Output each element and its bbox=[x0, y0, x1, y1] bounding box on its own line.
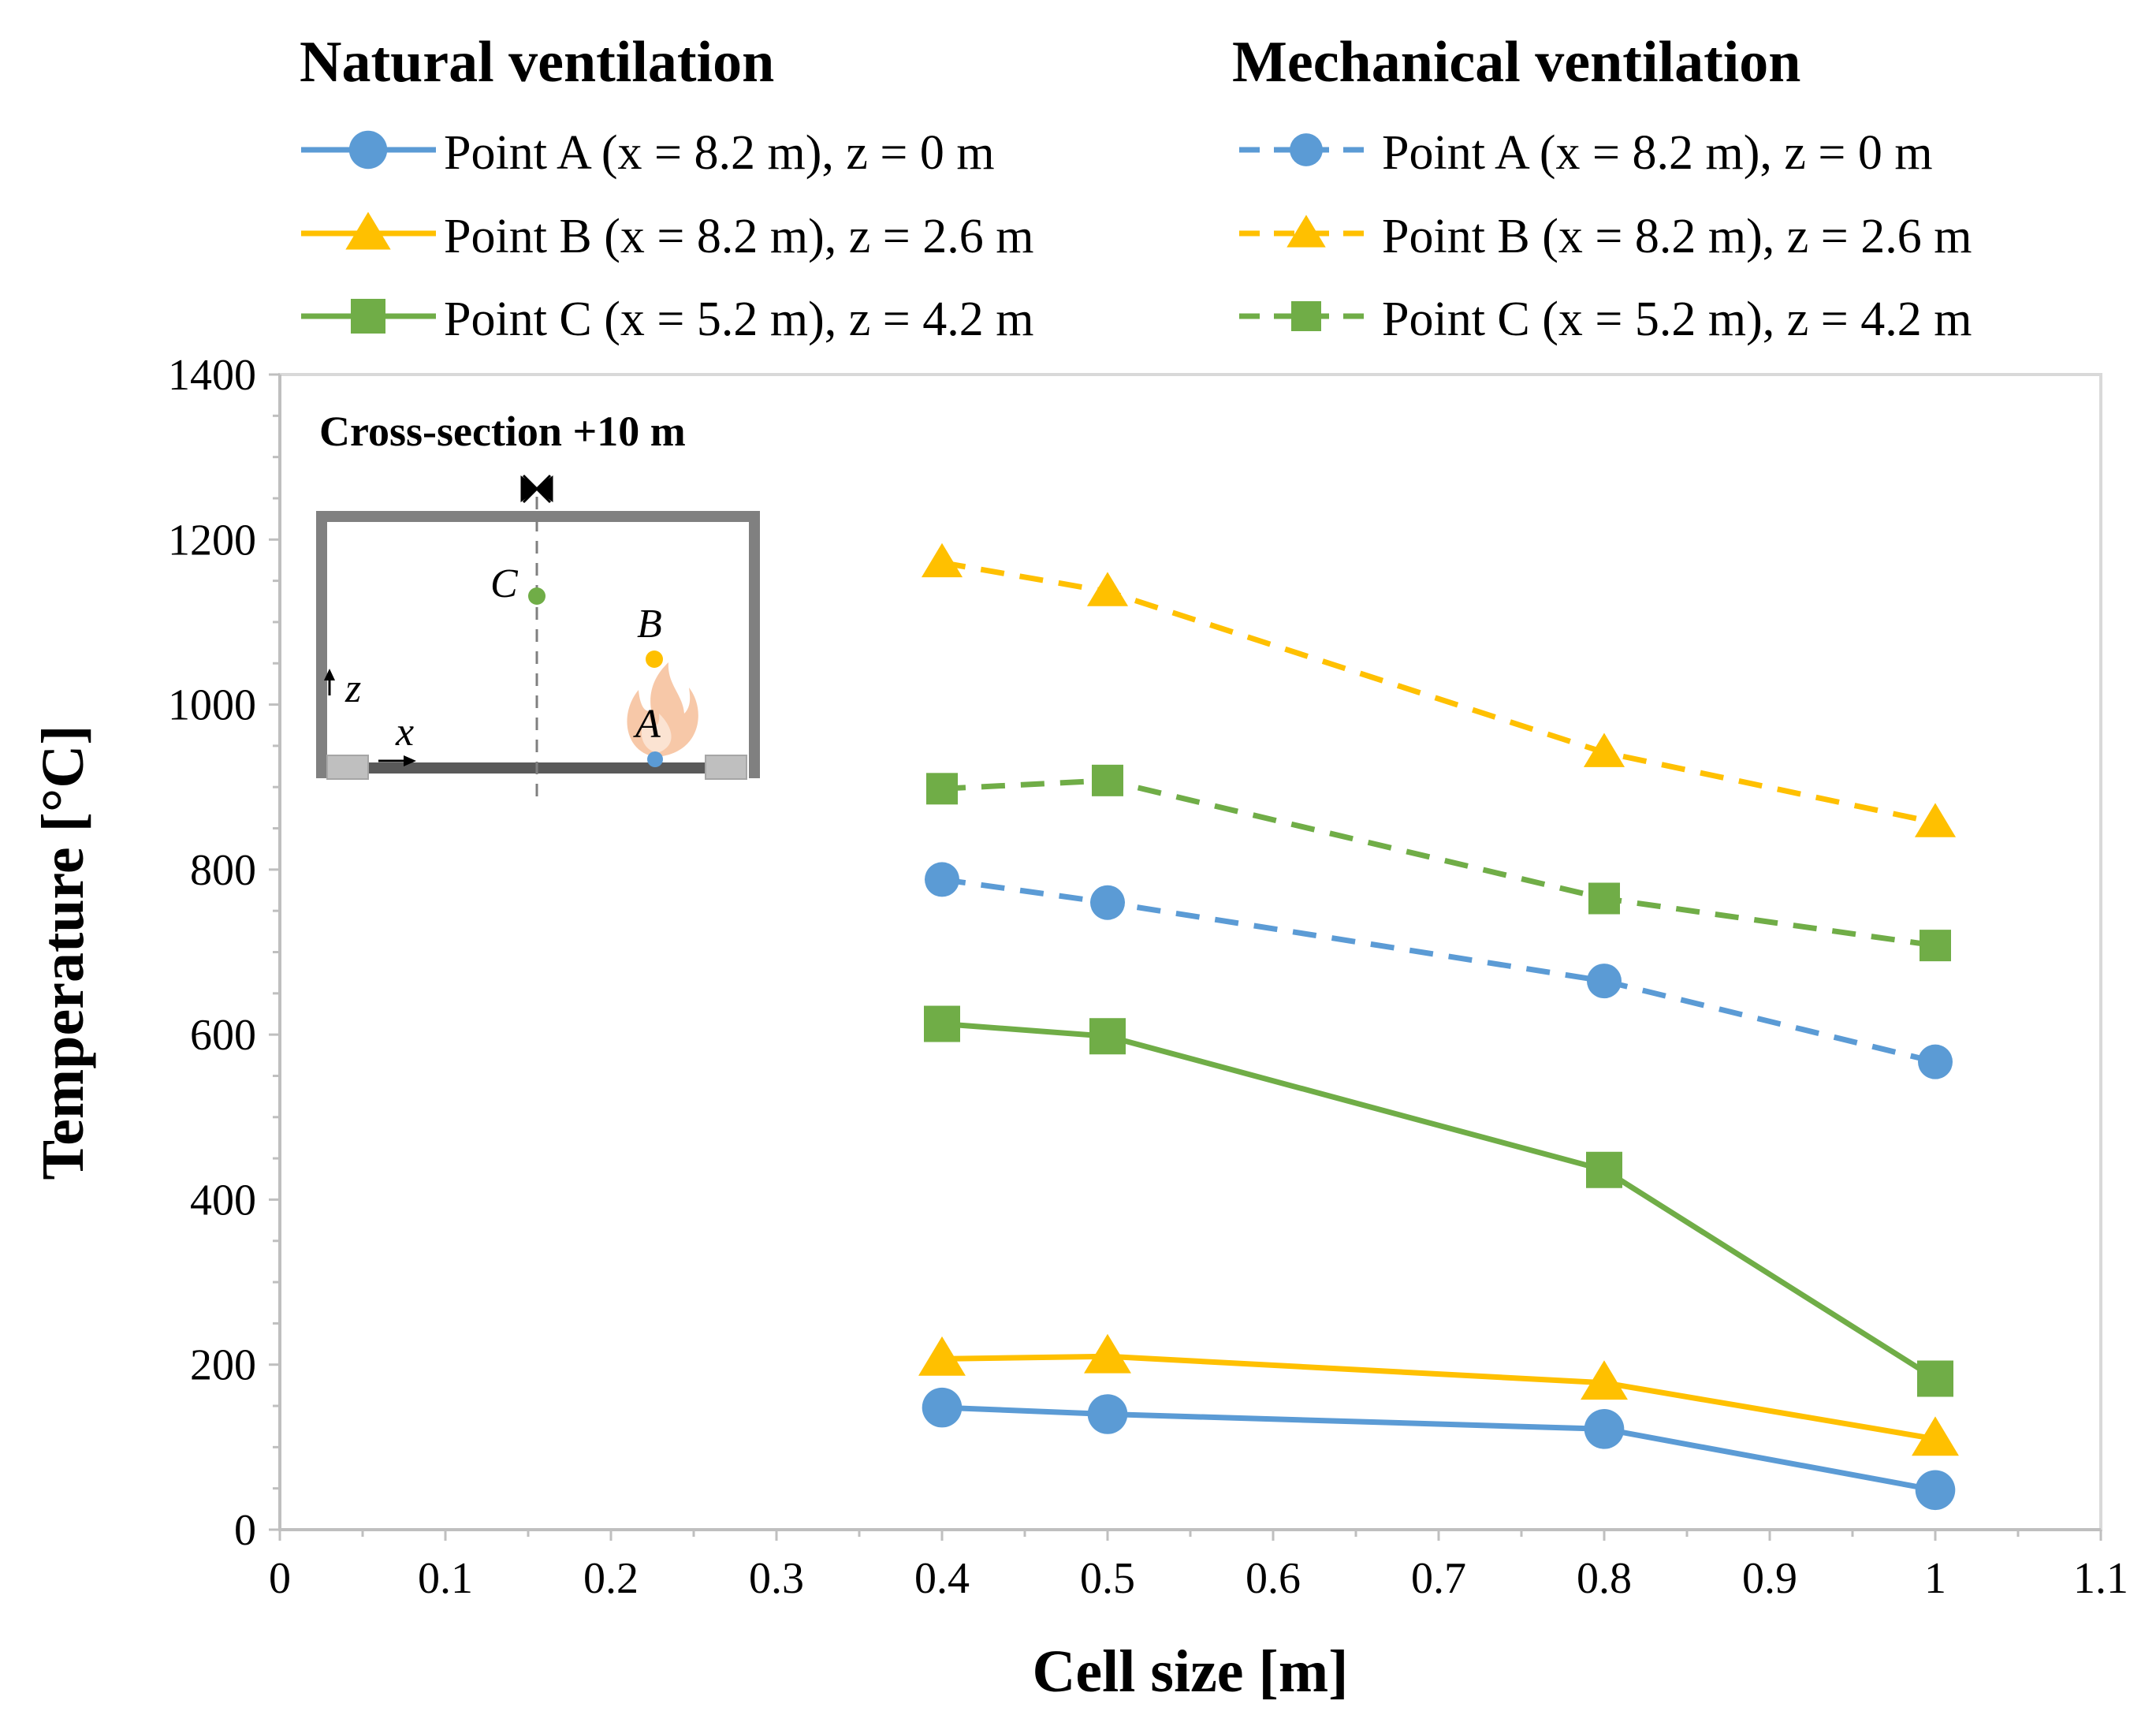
y-tick-label: 1200 bbox=[168, 516, 256, 565]
data-point bbox=[1915, 1470, 1956, 1511]
x-tick-label: 0.2 bbox=[583, 1554, 639, 1603]
legend-natural-label-a: Point A (x = 8.2 m), z = 0 m bbox=[444, 126, 995, 180]
data-point bbox=[924, 1005, 960, 1042]
x-tick-label: 0.5 bbox=[1080, 1554, 1135, 1603]
legend-mechanical-items: Point A (x = 8.2 m), z = 0 m Point B (x … bbox=[1239, 126, 1972, 346]
x-tick-label: 0.3 bbox=[749, 1554, 804, 1603]
series-line bbox=[941, 777, 1936, 949]
data-point bbox=[1584, 1409, 1625, 1449]
legend-title-natural: Natural ventilation bbox=[300, 30, 774, 95]
legend-natural-items: Point A (x = 8.2 m), z = 0 m Point B (x … bbox=[301, 126, 1033, 346]
series-line bbox=[941, 1021, 1937, 1381]
series-line bbox=[941, 876, 1936, 1065]
x-tick-label: 0.6 bbox=[1246, 1554, 1301, 1603]
legend-marker-point-b bbox=[1287, 214, 1326, 248]
data-point bbox=[1914, 803, 1957, 837]
series-natural-point-b bbox=[918, 1333, 1959, 1456]
z-axis-arrow-icon bbox=[324, 669, 335, 695]
x-tick-label: 1.1 bbox=[2073, 1554, 2128, 1603]
legend-natural-label-c: Point C (x = 5.2 m), z = 4.2 m bbox=[444, 293, 1033, 346]
series-natural-point-c bbox=[924, 1005, 1953, 1397]
data-point bbox=[1583, 733, 1625, 767]
y-tick-label: 400 bbox=[190, 1176, 256, 1225]
series-natural-point-a bbox=[922, 1387, 1956, 1511]
data-point bbox=[918, 1336, 966, 1376]
x-axis-title: Cell size [m] bbox=[1033, 1638, 1349, 1705]
series-line bbox=[941, 560, 1936, 826]
cross-section-inset: Cross-section +10 m C B A z x bbox=[316, 408, 760, 796]
legend-mechanical-label-a: Point A (x = 8.2 m), z = 0 m bbox=[1382, 126, 1933, 180]
data-point bbox=[1917, 1360, 1953, 1397]
inset-label-x: x bbox=[395, 710, 414, 755]
data-point bbox=[1092, 764, 1123, 796]
data-point bbox=[921, 542, 963, 578]
data-point bbox=[1920, 930, 1951, 962]
y-tick-label: 0 bbox=[234, 1506, 256, 1555]
data-point bbox=[926, 773, 958, 805]
data-point bbox=[1087, 1394, 1128, 1434]
inset-point-b-marker bbox=[646, 651, 663, 668]
data-point bbox=[1918, 1044, 1953, 1079]
legend-mechanical-label-c: Point C (x = 5.2 m), z = 4.2 m bbox=[1382, 293, 1972, 346]
series-mechanical-point-a bbox=[925, 862, 1953, 1079]
legend-marker-point-a bbox=[1290, 133, 1323, 166]
series-mechanical-point-c bbox=[926, 764, 1951, 962]
data-point bbox=[925, 862, 959, 897]
y-tick-label: 200 bbox=[190, 1341, 256, 1390]
legend-marker-point-c bbox=[1291, 301, 1321, 331]
plot-area-border bbox=[278, 373, 2102, 1531]
data-point bbox=[1084, 1333, 1131, 1374]
series-line bbox=[941, 1353, 1936, 1442]
floor-block-left bbox=[326, 755, 369, 780]
inset-label-a: A bbox=[633, 702, 661, 747]
legend: Natural ventilation Mechanical ventilati… bbox=[300, 30, 1972, 346]
legend-mechanical-label-b: Point B (x = 8.2 m), z = 2.6 m bbox=[1382, 210, 1972, 263]
data-point bbox=[1588, 882, 1620, 915]
inset-label-c: C bbox=[490, 561, 519, 606]
y-tick-label: 1000 bbox=[168, 681, 256, 730]
legend-marker-point-a bbox=[348, 130, 388, 170]
data-point bbox=[1581, 1360, 1628, 1400]
x-tick-label: 0.8 bbox=[1577, 1554, 1632, 1603]
centerline-arrows-icon bbox=[520, 474, 553, 504]
data-point bbox=[1090, 885, 1125, 920]
tunnel-wall bbox=[316, 511, 760, 778]
x-tick-label: 0.7 bbox=[1411, 1554, 1466, 1603]
tunnel-floor bbox=[331, 762, 747, 774]
legend-natural-label-b: Point B (x = 8.2 m), z = 2.6 m bbox=[444, 210, 1033, 263]
inset-label-z: z bbox=[344, 666, 361, 711]
fire-icon bbox=[627, 662, 698, 757]
axes: 0 0.1 0.2 0.3 0.4 0.5 0.6 0.7 0.8 0.9 1 1.1 0 200 400 6… bbox=[168, 351, 2128, 1603]
x-tick-label: 0.4 bbox=[914, 1554, 970, 1603]
data-point bbox=[1086, 572, 1129, 606]
inset-point-c-marker bbox=[528, 587, 546, 605]
series-line bbox=[941, 1404, 1936, 1493]
y-tick-label: 1400 bbox=[168, 351, 256, 400]
inset-label-b: B bbox=[637, 602, 662, 647]
y-axis-title: Temperature [°C] bbox=[30, 725, 96, 1180]
inset-point-a-marker bbox=[647, 751, 663, 767]
data-point bbox=[1089, 1018, 1126, 1055]
x-axis-arrow-icon bbox=[378, 755, 416, 766]
y-tick-label: 600 bbox=[190, 1011, 256, 1060]
data-point bbox=[1586, 1151, 1622, 1188]
data-point bbox=[922, 1387, 963, 1428]
data-point bbox=[1912, 1416, 1959, 1456]
y-tick-label: 800 bbox=[190, 846, 256, 895]
legend-title-mechanical: Mechanical ventilation bbox=[1232, 30, 1800, 95]
data-series bbox=[918, 542, 1959, 1511]
x-tick-label: 0.1 bbox=[418, 1554, 473, 1603]
x-tick-label: 1 bbox=[1924, 1554, 1946, 1603]
inset-title: Cross-section +10 m bbox=[319, 408, 686, 455]
series-mechanical-point-b bbox=[921, 542, 1957, 837]
x-tick-label: 0 bbox=[269, 1554, 291, 1603]
x-tick-label: 0.9 bbox=[1742, 1554, 1797, 1603]
floor-block-right bbox=[705, 755, 747, 780]
data-point bbox=[1587, 964, 1622, 999]
legend-marker-point-c bbox=[351, 299, 385, 334]
legend-marker-point-b bbox=[345, 211, 391, 250]
